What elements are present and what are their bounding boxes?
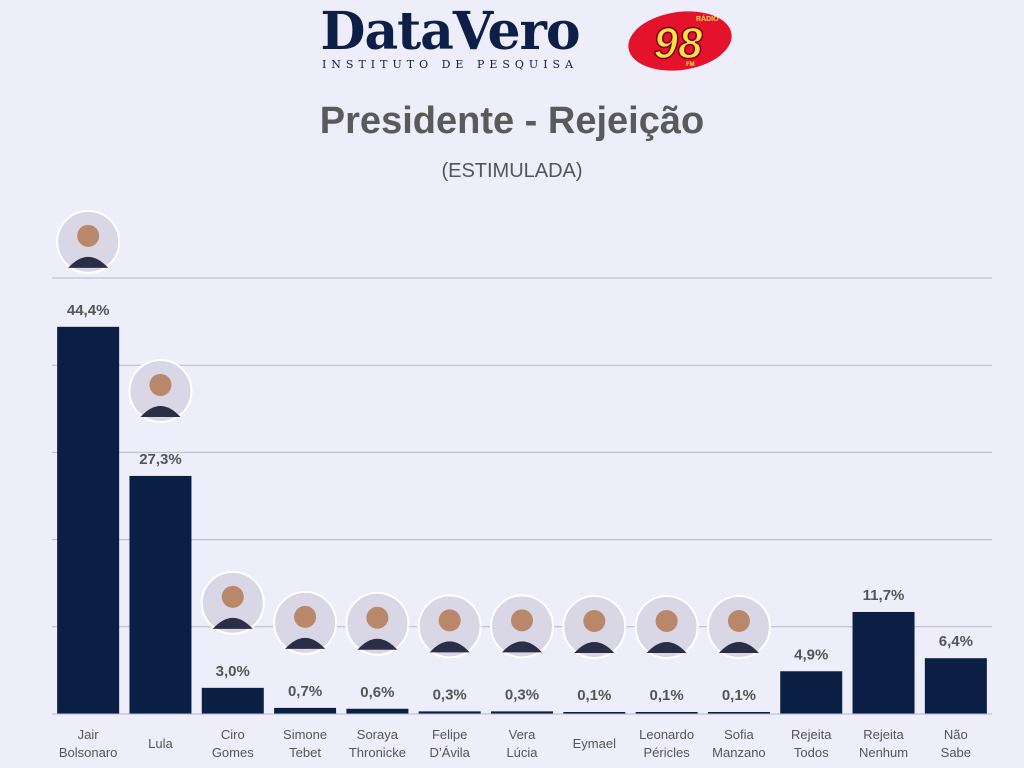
category-label: Rejeita Nenhum [859, 727, 908, 760]
bar [346, 708, 409, 714]
photo-body [429, 641, 470, 653]
chart-subtitle: (ESTIMULADA) [441, 160, 583, 182]
category-label: Rejeita Todos [791, 727, 832, 760]
value-label: 27,3% [139, 451, 182, 468]
datavero-logo-tagline: INSTITUTO DE PESQUISA [321, 58, 579, 71]
photo-body [212, 617, 253, 629]
value-label: 0,1% [650, 687, 684, 704]
candidate-photo [417, 594, 482, 659]
photo-head [77, 224, 100, 247]
bar [57, 326, 120, 714]
category-label: Jair Bolsonaro [59, 727, 118, 760]
value-label: 0,1% [722, 687, 756, 704]
bar [491, 711, 553, 714]
photo-head [294, 605, 317, 628]
value-label: 0,3% [433, 686, 467, 703]
photo-body [357, 638, 398, 650]
photo-body [502, 641, 542, 653]
chart-title: Presidente - Rejeição [319, 100, 705, 142]
photo-head [583, 610, 606, 632]
photo-body [68, 256, 109, 268]
value-label: 0,6% [360, 684, 394, 701]
category-label: Sofia Manzano [712, 727, 765, 760]
candidate-photo [706, 595, 771, 659]
value-label: 6,4% [939, 633, 973, 650]
category-label: Ciro Gomes [212, 727, 254, 760]
value-label: 11,7% [863, 587, 905, 604]
category-label: Soraya Thronicke [349, 727, 406, 760]
candidate-photo [56, 209, 121, 274]
bar [563, 712, 626, 714]
datavero-logo-brand: DataVero [320, 1, 580, 62]
photo-head [727, 610, 750, 632]
radio-98-logo: RÁDIO 98 FM [628, 11, 732, 71]
bar [201, 687, 264, 714]
photo-head [149, 373, 172, 396]
candidate-photo [345, 591, 410, 656]
value-label: 3,0% [216, 663, 250, 680]
photo-body [646, 642, 687, 653]
candidate-photo [200, 570, 265, 635]
category-label: Simone Tebet [283, 727, 327, 760]
value-label: 0,7% [288, 683, 322, 700]
bar [635, 712, 698, 714]
bar [418, 711, 481, 714]
radio-logo-number: 98 [654, 19, 703, 68]
photo-head [366, 606, 389, 629]
bar [129, 475, 192, 714]
category-label: Felipe D’Ávila [429, 727, 470, 760]
candidate-photo [634, 595, 699, 659]
photo-body [718, 642, 759, 653]
photo-body [285, 637, 326, 649]
candidate-photo [273, 590, 338, 655]
category-label: Vera Lúcia [506, 727, 538, 760]
photo-head [511, 609, 533, 632]
radio-logo-top-text: RÁDIO [696, 14, 719, 23]
candidate-photo [128, 358, 193, 423]
bar [707, 712, 770, 714]
photo-head [655, 610, 678, 632]
photo-body [574, 642, 615, 653]
bar [852, 611, 915, 714]
photo-head [438, 609, 461, 632]
photo-head [221, 585, 244, 608]
bar [780, 671, 843, 714]
category-label: Leonardo Péricles [639, 727, 694, 760]
bar [274, 707, 337, 714]
value-label: 4,9% [794, 646, 828, 663]
datavero-logo: DataVero INSTITUTO DE PESQUISA [300, 4, 600, 76]
radio-logo-bottom-text: FM [686, 62, 695, 68]
candidate-photo [562, 595, 627, 659]
category-label: Não Sabe [941, 727, 971, 760]
category-label: Lula [148, 736, 173, 751]
radio-logo-ellipse [628, 11, 732, 71]
value-label: 44,4% [67, 302, 110, 319]
photo-body [140, 405, 181, 417]
bar [924, 658, 987, 714]
category-label: Eymael [573, 736, 616, 751]
value-label: 0,3% [505, 686, 539, 703]
value-label: 0,1% [577, 687, 611, 704]
candidate-photo [490, 594, 554, 659]
